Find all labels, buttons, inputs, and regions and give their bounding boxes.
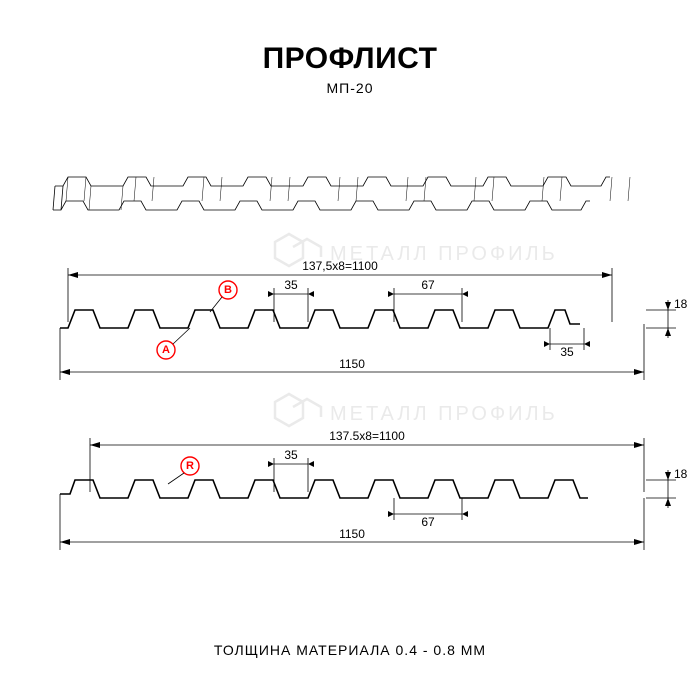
dim-period-2: 67 [421, 515, 435, 529]
dim-bottom-1: 35 [560, 345, 574, 359]
svg-text:B: B [224, 284, 232, 296]
section-r: 137.5x8=1100 35 R 67 18 [60, 429, 688, 550]
dim-topflat-2: 35 [284, 448, 298, 462]
technical-drawing: МЕТАЛЛ ПРОФИЛЬ МЕТАЛЛ ПРОФИЛЬ 137,5x8=11… [0, 0, 700, 700]
section-ab: 137,5x8=1100 35 67 A B [60, 259, 688, 380]
svg-text:R: R [186, 460, 194, 472]
dim-pitch-1: 137,5x8=1100 [302, 259, 378, 273]
svg-text:A: A [162, 344, 170, 356]
dim-height-1: 18 [674, 297, 688, 311]
watermark-lower: МЕТАЛЛ ПРОФИЛЬ [275, 394, 558, 426]
marker-a: A [157, 328, 190, 359]
marker-b: B [210, 281, 237, 312]
perspective-sheet [53, 177, 630, 210]
dim-overall-1: 1150 [339, 357, 365, 371]
dim-period-1: 67 [421, 278, 435, 292]
dim-height-2: 18 [674, 467, 688, 481]
watermark-text-2: МЕТАЛЛ ПРОФИЛЬ [330, 403, 558, 425]
dim-topflat-1: 35 [284, 278, 298, 292]
dim-pitch-2: 137.5x8=1100 [329, 429, 405, 443]
dim-overall-2: 1150 [339, 527, 365, 541]
